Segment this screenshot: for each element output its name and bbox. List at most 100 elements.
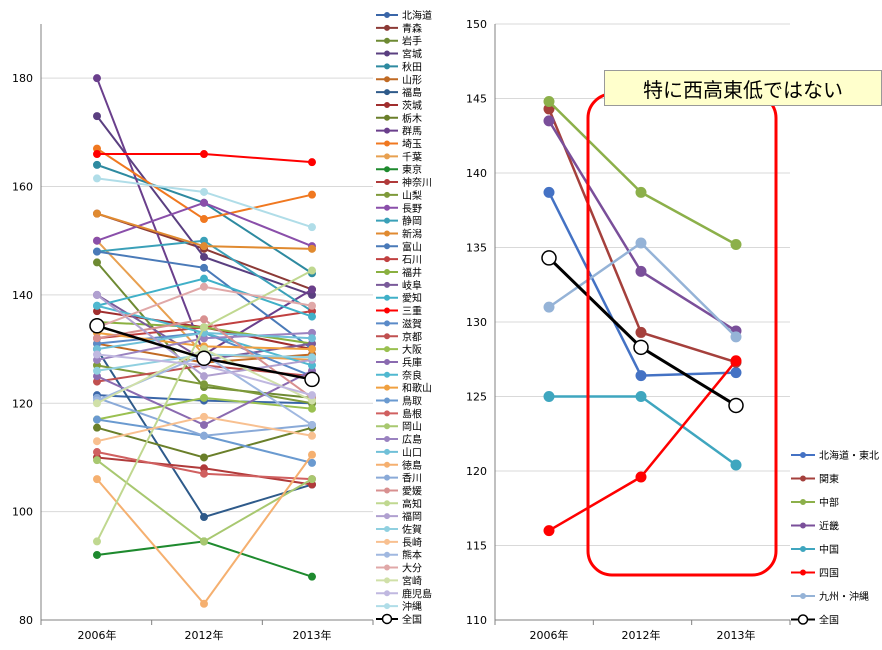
- legend-label: 北海道・東北: [819, 449, 879, 462]
- y-tick-label: 145: [466, 93, 487, 106]
- legend-marker: [384, 217, 390, 224]
- legend-label: 秋田: [402, 60, 422, 73]
- data-point: [200, 198, 208, 207]
- data-point: [93, 399, 101, 408]
- data-point: [200, 252, 208, 261]
- data-point: [308, 334, 316, 343]
- data-point: [196, 350, 212, 367]
- legend-marker: [384, 12, 390, 18]
- legend-label: 群馬: [402, 125, 422, 138]
- left-chart-prefectures: 80 100 120 140 160 180 2006年 2012年 2013年: [12, 24, 374, 642]
- legend-label: 岐阜: [402, 279, 422, 292]
- x-tick-label: 2012年: [622, 628, 661, 642]
- legend-label: 滋賀: [402, 317, 422, 330]
- x-tick-label: 2012年: [185, 628, 224, 642]
- legend-marker: [384, 461, 390, 468]
- legend-marker: [384, 358, 390, 365]
- y-tick-label: 180: [12, 72, 33, 85]
- data-point: [635, 265, 647, 277]
- y-tick-label: 160: [12, 181, 33, 194]
- legend-label: 京都: [402, 330, 422, 343]
- data-point: [200, 380, 208, 389]
- data-point: [635, 326, 647, 338]
- data-point: [635, 370, 647, 382]
- legend-label: 近畿: [819, 520, 839, 533]
- data-point: [200, 599, 208, 608]
- legend-marker: [384, 166, 390, 173]
- legend-label: 三重: [402, 305, 422, 318]
- legend-marker: [384, 551, 390, 558]
- legend-label: 中国: [819, 543, 839, 556]
- data-point: [200, 412, 208, 421]
- data-point: [93, 290, 101, 299]
- legend-label: 神奈川: [402, 176, 432, 189]
- legend-marker: [384, 76, 390, 83]
- legend-label: 千葉: [402, 150, 422, 163]
- legend-marker: [384, 63, 390, 70]
- legend-marker: [384, 191, 390, 198]
- data-point: [200, 513, 208, 522]
- legend-marker: [384, 603, 390, 610]
- data-point: [635, 186, 647, 198]
- legend-label: 島根: [402, 407, 422, 420]
- legend-marker: [384, 513, 390, 520]
- y-tick-label: 100: [12, 506, 33, 519]
- legend-label: 福島: [402, 86, 422, 99]
- legend-label: 栃木: [402, 112, 422, 125]
- legend-marker: [384, 564, 390, 571]
- legend-label: 広島: [402, 433, 422, 446]
- data-point: [730, 367, 742, 379]
- data-point: [308, 420, 316, 429]
- legend-marker: [384, 269, 390, 275]
- legend-marker: [797, 614, 809, 625]
- data-point: [93, 247, 101, 256]
- legend-marker: [384, 500, 390, 507]
- data-point: [200, 537, 208, 546]
- data-point: [730, 459, 742, 471]
- legend-marker: [800, 593, 806, 599]
- data-point: [93, 448, 101, 457]
- legend-marker: [384, 538, 390, 545]
- legend-label: 宮崎: [402, 574, 422, 587]
- legend-marker: [384, 204, 390, 211]
- legend-marker: [384, 320, 390, 327]
- x-tick-label: 2006年: [530, 628, 569, 642]
- data-point: [93, 423, 101, 432]
- data-point: [93, 258, 101, 267]
- x-tick-label: 2006年: [78, 628, 117, 642]
- data-point: [308, 266, 316, 275]
- data-point: [93, 437, 101, 446]
- data-point: [730, 355, 742, 367]
- legend-marker: [384, 101, 390, 108]
- legend-marker: [384, 294, 390, 301]
- data-point: [200, 323, 208, 332]
- legend-marker: [384, 474, 390, 481]
- y-tick-label: 140: [466, 167, 487, 180]
- y-tick-label: 125: [466, 391, 487, 404]
- data-point: [200, 242, 208, 251]
- legend-marker: [384, 333, 390, 340]
- data-point: [200, 150, 208, 159]
- data-point: [93, 112, 101, 121]
- legend-marker: [384, 590, 390, 597]
- data-point: [200, 215, 208, 224]
- legend-label: 兵庫: [402, 356, 422, 369]
- data-point: [308, 301, 316, 310]
- data-point: [93, 209, 101, 218]
- data-point: [93, 550, 101, 559]
- data-point: [308, 190, 316, 199]
- legend-label: 四国: [819, 568, 839, 580]
- data-point: [200, 187, 208, 196]
- legend-marker: [800, 569, 806, 576]
- legend-label: 静岡: [402, 215, 422, 228]
- legend-marker: [381, 613, 393, 625]
- data-point: [308, 391, 316, 400]
- legend-label: 九州・沖縄: [819, 590, 869, 603]
- legend-label: 奈良: [402, 369, 422, 382]
- data-point: [200, 263, 208, 272]
- y-tick-label: 120: [466, 465, 487, 478]
- legend-marker: [384, 397, 390, 404]
- data-point: [543, 525, 555, 537]
- data-point: [93, 350, 101, 359]
